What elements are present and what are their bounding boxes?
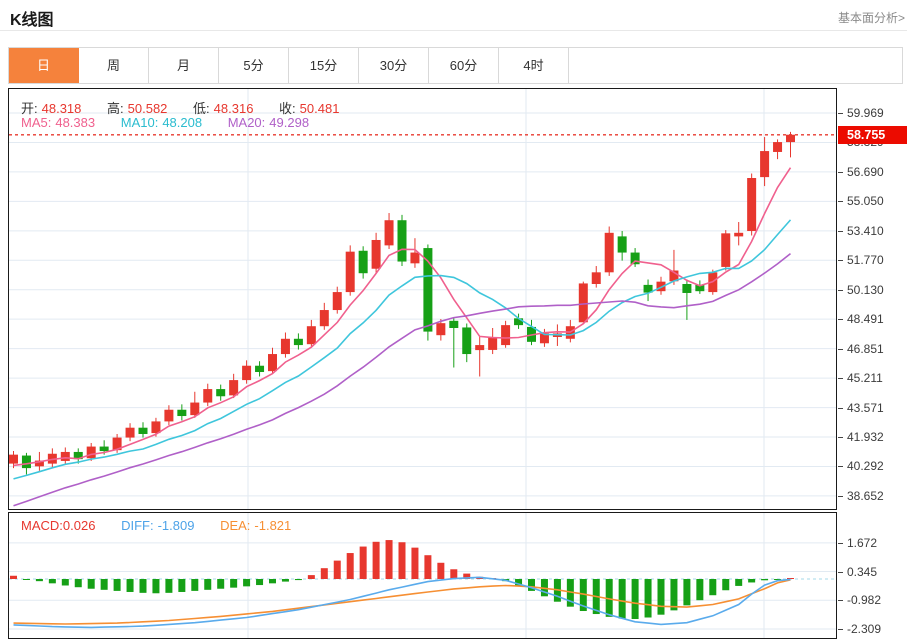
dea-value: -1.821	[254, 518, 292, 533]
price-axis-label: 51.770	[838, 253, 884, 267]
high-value: 50.582	[127, 101, 168, 116]
dea-label: DEA:	[220, 518, 251, 533]
ma5-label: MA5:	[21, 115, 52, 130]
price-axis-label: 48.491	[838, 312, 884, 326]
price-axis-label: 46.851	[838, 342, 884, 356]
low-label: 低:	[193, 101, 210, 116]
open-label: 开:	[21, 101, 38, 116]
price-axis-label: 50.130	[838, 283, 884, 297]
price-axis-label: 43.571	[838, 401, 884, 415]
tab-月[interactable]: 月	[149, 48, 219, 83]
macd-axis-label: 0.345	[838, 565, 877, 579]
diff-value: -1.809	[157, 518, 195, 533]
price-axis-label: 38.652	[838, 489, 884, 503]
fundamental-analysis-link[interactable]: 基本面分析>	[837, 11, 905, 25]
tab-60分[interactable]: 60分	[429, 48, 499, 83]
macd-axis-label: -2.309	[838, 622, 881, 636]
header-divider	[0, 30, 907, 31]
macd-axis-label: -0.982	[838, 593, 881, 607]
price-axis-label: 45.211	[838, 371, 883, 385]
tab-4时[interactable]: 4时	[499, 48, 569, 83]
macd-axis-label: 1.672	[838, 536, 877, 550]
low-value: 48.316	[213, 101, 254, 116]
ma10-value: 48.208	[162, 115, 203, 130]
ma-readout: MA5: 48.383 MA10: 48.208 MA20: 49.298	[21, 115, 313, 130]
current-price-tag: 58.755	[838, 125, 907, 144]
ma20-label: MA20:	[227, 115, 266, 130]
tab-15分[interactable]: 15分	[289, 48, 359, 83]
macd-value: 0.026	[62, 518, 96, 533]
price-axis-label: 56.690	[838, 165, 884, 179]
open-value: 48.318	[41, 101, 82, 116]
macd-chart[interactable]	[9, 513, 836, 638]
price-axis-label: 41.932	[838, 430, 884, 444]
macd-label: MACD:	[21, 518, 63, 533]
price-axis-label: 55.050	[838, 194, 884, 208]
price-axis-label: 53.410	[838, 224, 884, 238]
ma10-label: MA10:	[120, 115, 159, 130]
ohlc-readout: 开: 48.318 高: 50.582 低: 48.316 收: 50.481	[21, 98, 343, 117]
price-axis-label: 40.292	[838, 459, 884, 473]
candlestick-chart[interactable]	[9, 89, 836, 509]
period-tabbar: 日周月 5分 15分 30分 60分 4时	[8, 47, 903, 84]
macd-axis: 1.672 0.345 -0.982 -2.309	[838, 513, 907, 638]
price-axis: 59.96958.32956.69055.05053.41051.77050.1…	[838, 89, 907, 509]
tab-5分[interactable]: 5分	[219, 48, 289, 83]
tab-30分[interactable]: 30分	[359, 48, 429, 83]
close-label: 收:	[279, 101, 296, 116]
price-axis-label: 59.969	[838, 106, 884, 120]
close-value: 50.481	[299, 101, 340, 116]
tab-日[interactable]: 日	[9, 48, 79, 83]
macd-readout: MACD:0.026 DIFF: -1.809 DEA: -1.821	[21, 518, 295, 533]
main-chart-panel[interactable]: 开: 48.318 高: 50.582 低: 48.316 收: 50.481 MA5:…	[8, 88, 837, 510]
page-title: K线图	[10, 12, 54, 29]
macd-panel[interactable]: MACD:0.026 DIFF: -1.809 DEA: -1.821	[8, 512, 837, 639]
diff-label: DIFF:	[121, 518, 154, 533]
ma20-value: 49.298	[269, 115, 310, 130]
high-label: 高:	[107, 101, 124, 116]
ma5-value: 48.383	[55, 115, 96, 130]
tab-周[interactable]: 周	[79, 48, 149, 83]
